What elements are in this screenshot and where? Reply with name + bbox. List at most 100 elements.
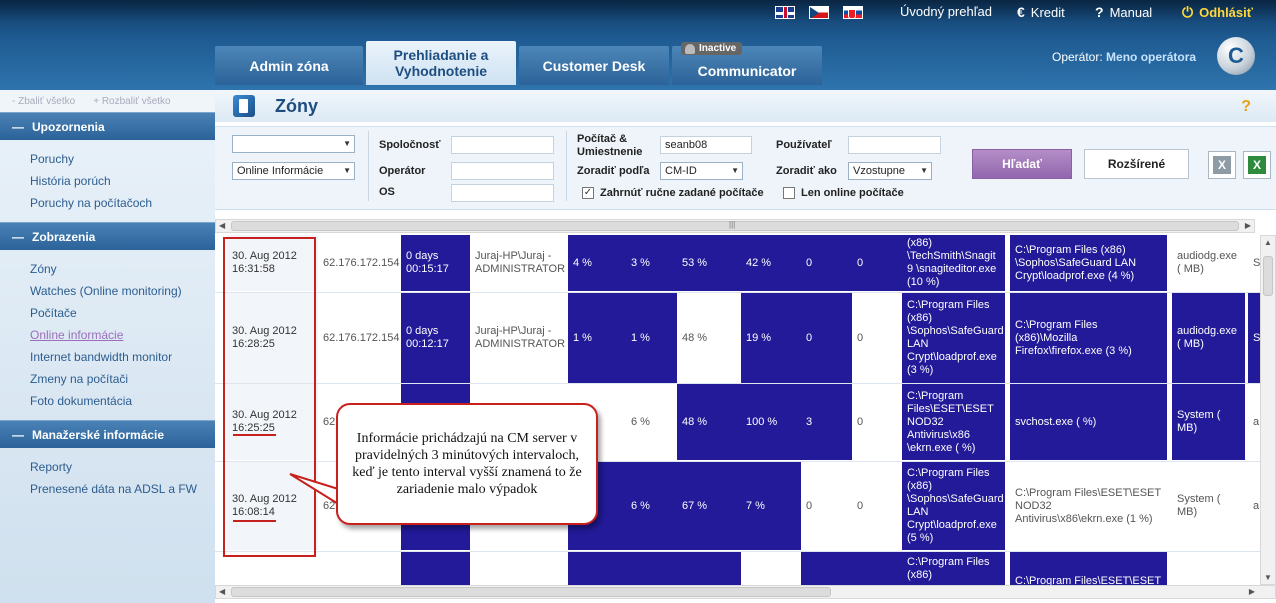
manual-link[interactable]: ? Manual: [1095, 4, 1152, 20]
sidebar-item-computer-faults[interactable]: Poruchy na počítačoch: [30, 196, 153, 210]
scroll-down-icon[interactable]: ▼: [1264, 573, 1272, 582]
person-icon: [685, 43, 695, 54]
tab-browse-evaluate[interactable]: Prehliadanie a Vyhodnotenie: [366, 41, 516, 85]
computer-input[interactable]: seanb08: [660, 136, 752, 154]
sort-as-label: Zoradiť ako: [776, 165, 837, 177]
separator: [566, 131, 567, 201]
process-cell: C:\Program Files\ESET\ESET NOD32 Antivir…: [1010, 462, 1167, 550]
main-tabs: Admin zóna Prehliadanie a Vyhodnotenie C…: [215, 41, 822, 85]
export-excel-button[interactable]: X: [1243, 151, 1271, 179]
table-row[interactable]: 30. Aug 2012 16:31:58 62.176.172.154 0 da…: [215, 235, 1260, 291]
view-select[interactable]: Online Informácie: [232, 162, 355, 180]
language-flags: [775, 6, 863, 19]
scroll-grip-icon: |||: [729, 220, 736, 229]
metric-cell: 100 %: [741, 384, 801, 460]
process-cell: (x86) \TechSmith\Snagit 9 \snagiteditor.…: [902, 235, 1005, 291]
scroll-left-icon[interactable]: ◀: [219, 221, 226, 230]
scroll-thumb[interactable]: [1263, 256, 1273, 296]
user-input[interactable]: [848, 136, 941, 154]
flag-cz-icon[interactable]: [809, 6, 829, 19]
table-row[interactable]: C:\Program Files (x86) C:\Program Files\…: [215, 552, 1260, 585]
scroll-thumb[interactable]: [231, 221, 1239, 231]
scroll-left-icon[interactable]: ◀: [219, 587, 226, 596]
process-cell: C:\Program Files (x86) \Sophos\SafeGuard…: [902, 293, 1005, 383]
sidebar-item-bandwidth-monitor[interactable]: Internet bandwidth monitor: [30, 350, 173, 364]
table-row[interactable]: 30. Aug 2012 16:28:25 62.176.172.154 0 da…: [215, 293, 1260, 383]
overview-link[interactable]: Úvodný prehľad: [900, 4, 992, 19]
sidebar-item-faults[interactable]: Poruchy: [30, 152, 75, 166]
process-cell: C:\Program Files (x86) \Sophos\SafeGuard…: [902, 462, 1005, 550]
question-icon: ?: [1095, 4, 1104, 20]
date: 30. Aug 2012: [232, 250, 297, 262]
tab-customer-desk[interactable]: Customer Desk: [519, 46, 669, 85]
memory-cell: System ( MB): [1172, 384, 1245, 460]
flag-sk-icon[interactable]: [843, 6, 863, 19]
os-input[interactable]: [451, 184, 554, 202]
tab-label: Admin zóna: [249, 57, 329, 74]
export-excel-disabled-button[interactable]: X: [1208, 151, 1236, 179]
sort-by-select[interactable]: CM-ID: [660, 162, 743, 180]
sidebar-item-computer-changes[interactable]: Zmeny na počítači: [30, 372, 129, 386]
memory-cell: audiodg.exe ( MB): [1172, 293, 1245, 383]
sidebar-list-views: Zóny Watches (Online monitoring) Počítač…: [0, 250, 215, 420]
operator-label: Operátor:: [1052, 50, 1103, 64]
time: 16:28:25: [232, 338, 275, 350]
sidebar-item-online-info[interactable]: Online informácie: [30, 328, 124, 342]
sidebar-item-zones[interactable]: Zóny: [30, 262, 57, 276]
sidebar-section-views[interactable]: — Zobrazenia: [0, 222, 215, 250]
expand-all-link[interactable]: + Rozbaliť všetko: [93, 95, 171, 107]
help-icon[interactable]: ?: [1241, 98, 1251, 115]
scroll-up-icon[interactable]: ▲: [1264, 238, 1272, 247]
sidebar-section-alerts[interactable]: — Upozornenia: [0, 112, 215, 140]
operator-name: Meno operátora: [1106, 50, 1197, 64]
scroll-right-icon[interactable]: ▶: [1248, 587, 1255, 596]
vertical-scrollbar[interactable]: ▲ ▼: [1260, 235, 1276, 585]
sort-as-select[interactable]: Vzostupne: [848, 162, 932, 180]
metric-cell: 7 %: [741, 462, 801, 550]
sidebar-item-watches[interactable]: Watches (Online monitoring): [30, 284, 182, 298]
zones-icon: [233, 95, 255, 117]
online-only-checkbox[interactable]: Len online počítače: [783, 187, 904, 199]
date-cell: 30. Aug 2012 16:25:25: [227, 384, 318, 460]
tab-admin-zone[interactable]: Admin zóna: [215, 46, 363, 85]
logout-link[interactable]: ⏻ Odhlásiť: [1182, 4, 1253, 21]
overview-link-label: Úvodný prehľad: [900, 4, 992, 19]
metric-cell: 19 %: [741, 293, 801, 383]
flag-en-icon[interactable]: [775, 6, 795, 19]
sidebar-item-transferred-data[interactable]: Prenesené dáta na ADSL a FW: [30, 482, 197, 496]
operator-input[interactable]: [451, 162, 554, 180]
memory-cell: System ( MB): [1172, 462, 1245, 550]
zone-select[interactable]: [232, 135, 355, 153]
annotation-underline: [233, 434, 276, 436]
callout-text: Informácie prichádzajú na CM server v pr…: [352, 431, 582, 497]
include-manual-checkbox[interactable]: ✓ Zahrnúť ručne zadané počítače: [582, 187, 764, 199]
section-title: Zobrazenia: [32, 229, 96, 244]
uptime-cell: 0 days 00:12:17: [401, 293, 470, 383]
scroll-thumb[interactable]: [231, 587, 831, 597]
top-horizontal-scrollbar[interactable]: ◀ ||| ▶: [215, 219, 1255, 233]
sidebar-item-fault-history[interactable]: História porúch: [30, 174, 111, 188]
sidebar-item-photo-docs[interactable]: Foto dokumentácia: [30, 394, 133, 408]
collapse-all-link[interactable]: - Zbaliť všetko: [12, 95, 76, 107]
sidebar-list-alerts: Poruchy História porúch Poruchy na počít…: [0, 140, 215, 222]
sort-by-label: Zoradiť podľa: [577, 165, 650, 177]
credit-link[interactable]: € Kredit: [1017, 4, 1065, 20]
sidebar-item-computers[interactable]: Počítače: [30, 306, 77, 320]
overflow-cell: S: [1248, 293, 1260, 383]
metric-cell: [801, 552, 852, 585]
sidebar-item-reports[interactable]: Reporty: [30, 460, 73, 474]
annotation-highlight-box: [223, 237, 316, 557]
ip-cell: 62.176.172.154: [318, 235, 401, 291]
company-input[interactable]: [451, 136, 554, 154]
tab-label: Communicator: [697, 62, 797, 79]
uptime-time: 00:12:17: [406, 338, 449, 350]
bottom-horizontal-scrollbar[interactable]: ◀ ▶: [215, 585, 1276, 599]
scroll-right-icon[interactable]: ▶: [1244, 221, 1251, 230]
sidebar-section-management[interactable]: — Manažerské informácie: [0, 420, 215, 448]
user-cell: [470, 552, 568, 585]
search-button[interactable]: Hľadať: [972, 149, 1072, 179]
os-label: OS: [379, 186, 395, 198]
sidebar-list-management: Reporty Prenesené dáta na ADSL a FW: [0, 448, 215, 508]
date-cell: 30. Aug 2012 16:31:58: [227, 235, 318, 291]
advanced-button[interactable]: Rozšírené: [1084, 149, 1189, 179]
